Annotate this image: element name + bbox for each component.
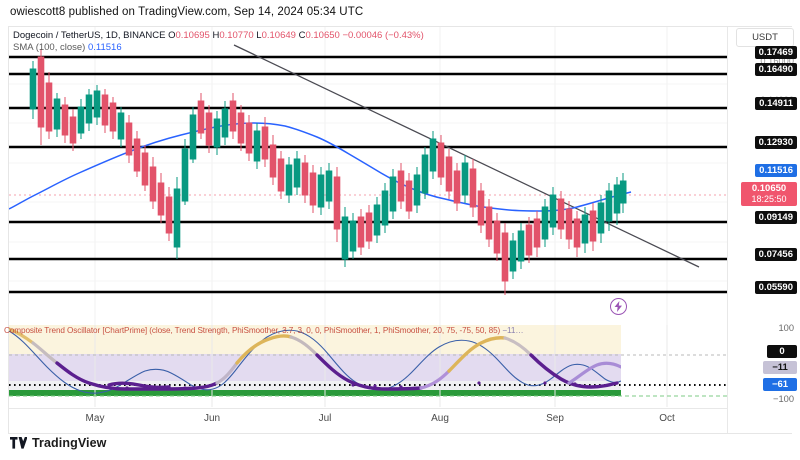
price-badge-level[interactable]: 0.17469 [754, 46, 797, 59]
price-badge-sma[interactable]: 0.11516 [755, 164, 797, 177]
price-badge-level[interactable]: 0.14911 [755, 97, 797, 110]
time-axis-label: Jul [318, 413, 332, 424]
time-axis-label: Jun [203, 413, 221, 424]
price-badge-level[interactable]: 0.16490 [754, 63, 797, 76]
time-axis-label: Oct [659, 413, 675, 424]
price-badge-last[interactable]: 0.10650 18:25:50 [741, 182, 797, 206]
time-axis[interactable]: May Jun Jul Aug Sep Oct [9, 408, 727, 431]
time-axis-label: May [85, 413, 105, 424]
tradingview-wordmark: TradingView [32, 436, 107, 450]
alert-bolt-icon[interactable] [610, 298, 627, 315]
oscillator-trend-purple-3 [315, 353, 423, 391]
price-badge-level[interactable]: 0.09149 [754, 211, 797, 224]
publish-credit: owiescott8 published on TradingView.com,… [10, 6, 364, 18]
osc-axis-value[interactable]: −11 [763, 361, 797, 374]
oscillator-trend-gold-2 [235, 334, 293, 365]
osc-axis-top: 100 [778, 323, 794, 333]
currency-label: USDT [752, 32, 778, 43]
descending-trendline [233, 44, 700, 268]
oscillator-trend-light-2 [567, 361, 621, 385]
oscillator-trend-purple-4 [529, 353, 619, 389]
oscillator-pane[interactable] [9, 325, 727, 407]
oscillator-trend-light-1 [419, 369, 451, 390]
osc-axis-bottom: −100 [773, 394, 794, 404]
time-axis-label: Sep [546, 413, 564, 424]
osc-axis-signal[interactable]: −61 [763, 378, 797, 391]
oscillator-trend-purple-1 [55, 361, 219, 391]
currency-chip: USDT [736, 28, 794, 47]
oscillator-trend-purple-2 [107, 381, 171, 390]
tradingview-logo-icon [10, 437, 27, 449]
support-resistance-lines [9, 55, 727, 294]
oscillator-trend-fade-2 [215, 361, 239, 385]
price-badge-level[interactable]: 0.05590 [754, 281, 797, 294]
oscillator-title-value: −11… [502, 326, 524, 335]
horizontal-gridlines [9, 83, 727, 282]
footer-brand[interactable]: TradingView [10, 436, 107, 450]
bar-countdown: 18:25:50 [751, 194, 787, 204]
grid-price-label: 0.16000 [760, 56, 794, 66]
price-badge-level[interactable]: 0.12930 [754, 136, 797, 149]
oscillator-title: Composite Trend Oscillator [ChartPrime] … [4, 326, 501, 335]
oscillator-signal-line [9, 329, 621, 394]
oscillator-trend-fade-1 [31, 341, 59, 365]
bolt-glyph [614, 301, 622, 313]
oscillator-title-row: Composite Trend Oscillator [ChartPrime] … [4, 326, 524, 335]
price-badge-level[interactable]: 0.07456 [754, 248, 797, 261]
oscillator-trend-gold-3 [447, 336, 507, 373]
price-chart-plot[interactable]: Dogecoin / TetherUS, 1D, BINANCE O0.1069… [9, 27, 727, 407]
oscillator-markers [103, 381, 577, 390]
oscillator-trend-fade-3 [289, 335, 319, 357]
last-price-value: 0.10650 [751, 183, 787, 194]
oscillator-svg [9, 325, 727, 407]
time-axis-label: Aug [431, 413, 449, 424]
osc-axis-zero[interactable]: 0 [767, 345, 797, 358]
oscillator-trend-gold-1 [9, 327, 35, 345]
candlestick-series [29, 49, 627, 295]
oscillator-trend-fade-4 [503, 336, 533, 357]
price-chart-svg [9, 27, 727, 407]
